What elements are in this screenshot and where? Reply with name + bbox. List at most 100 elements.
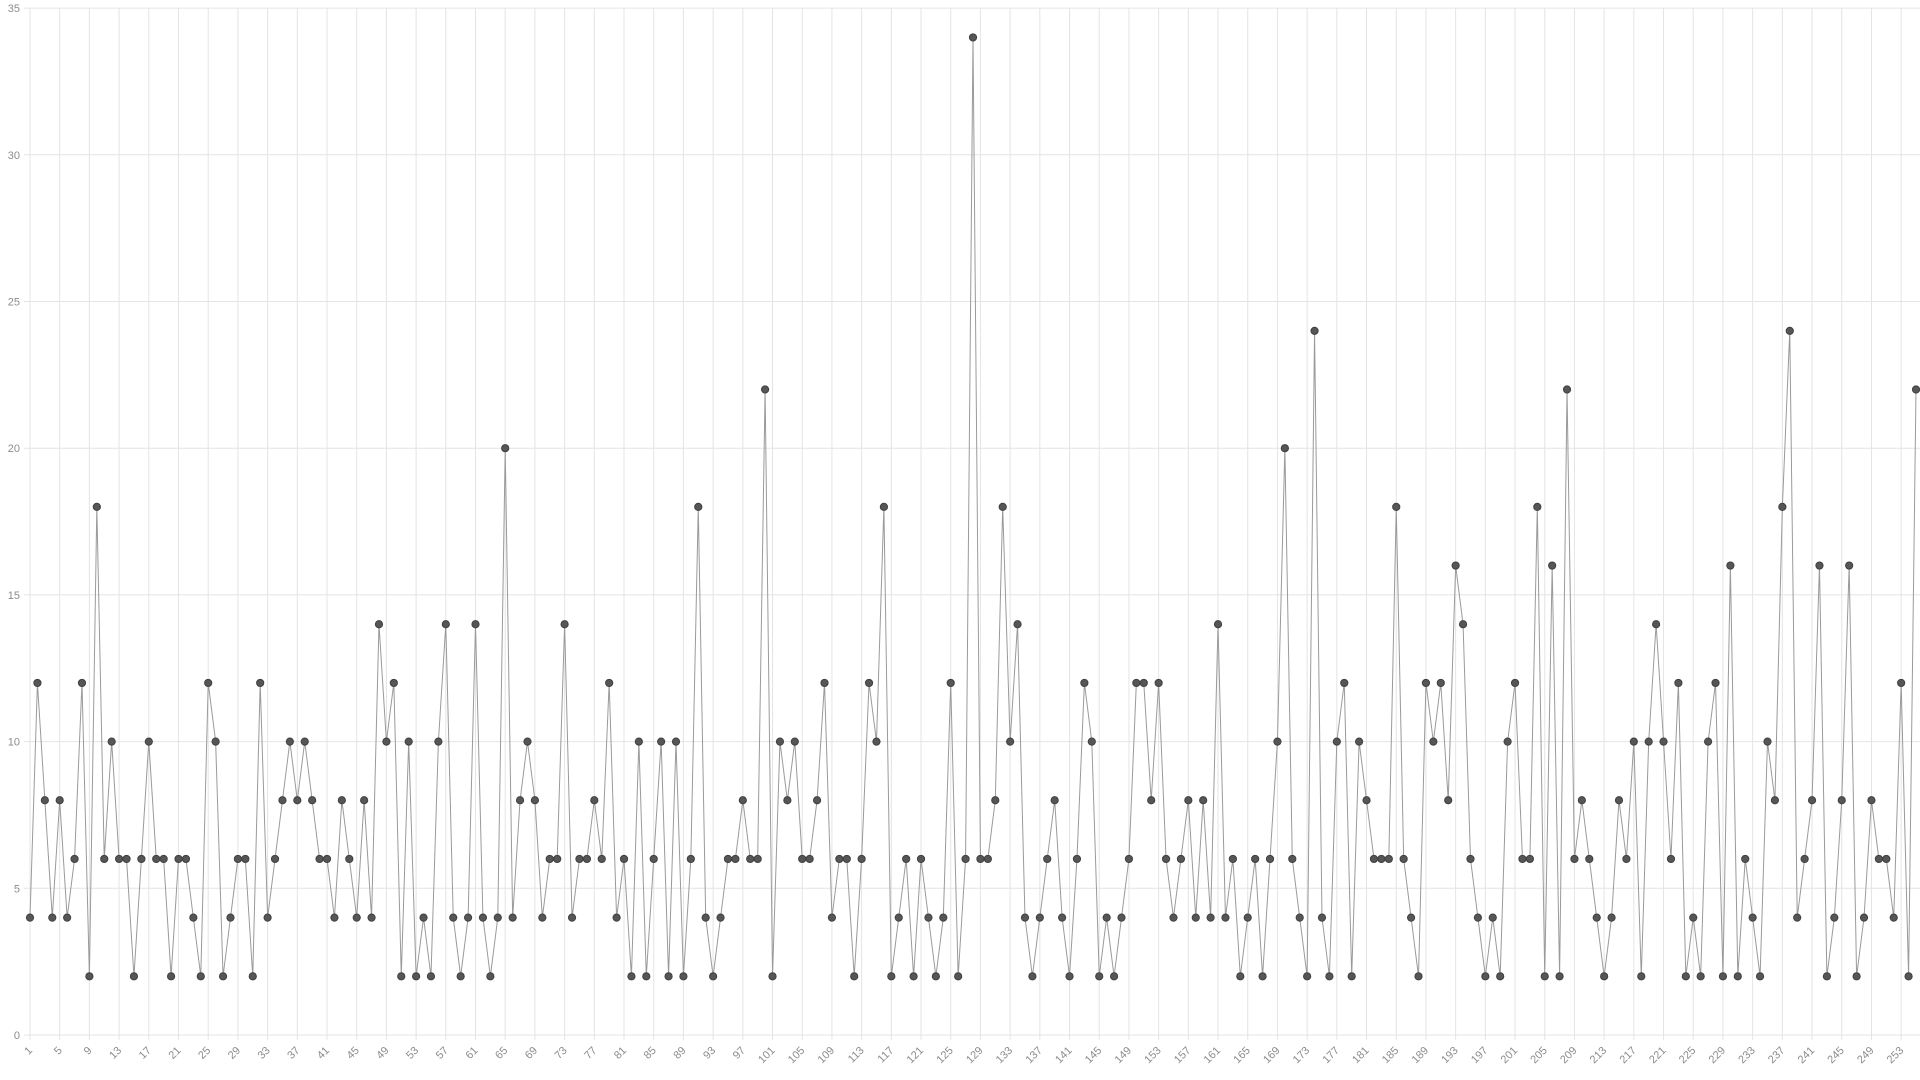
data-point[interactable] xyxy=(1199,796,1208,805)
data-point[interactable] xyxy=(775,737,785,746)
data-point[interactable] xyxy=(1191,913,1200,922)
data-point[interactable] xyxy=(1659,737,1668,746)
data-point[interactable] xyxy=(1570,854,1579,864)
data-point[interactable] xyxy=(1882,854,1891,864)
data-point[interactable] xyxy=(1555,972,1564,981)
data-point[interactable] xyxy=(1369,854,1379,864)
data-point[interactable] xyxy=(857,854,866,864)
data-point[interactable] xyxy=(166,972,176,981)
data-point[interactable] xyxy=(196,972,205,981)
data-point[interactable] xyxy=(293,796,302,805)
data-point[interactable] xyxy=(597,854,606,864)
data-point[interactable] xyxy=(1607,913,1616,922)
data-point[interactable] xyxy=(360,796,369,805)
data-point[interactable] xyxy=(738,796,747,805)
data-point[interactable] xyxy=(315,854,324,864)
data-point[interactable] xyxy=(1785,326,1794,335)
data-point[interactable] xyxy=(1421,678,1431,688)
data-point[interactable] xyxy=(1733,972,1742,981)
data-point[interactable] xyxy=(1288,854,1297,864)
data-point[interactable] xyxy=(850,972,859,981)
data-point[interactable] xyxy=(954,972,963,981)
data-point[interactable] xyxy=(434,737,443,746)
data-point[interactable] xyxy=(1585,854,1594,864)
data-point[interactable] xyxy=(1340,678,1349,688)
data-point[interactable] xyxy=(991,796,1000,805)
data-point[interactable] xyxy=(864,678,874,688)
data-point[interactable] xyxy=(760,385,770,394)
data-point[interactable] xyxy=(1845,561,1854,570)
data-point[interactable] xyxy=(1600,972,1609,981)
data-point[interactable] xyxy=(1577,796,1586,805)
data-point[interactable] xyxy=(1904,972,1913,981)
data-point[interactable] xyxy=(1020,913,1030,922)
data-point[interactable] xyxy=(211,737,220,746)
data-point[interactable] xyxy=(478,913,488,922)
data-point[interactable] xyxy=(1087,737,1096,746)
data-point[interactable] xyxy=(345,854,354,864)
data-point[interactable] xyxy=(1050,796,1059,805)
data-point[interactable] xyxy=(352,913,361,922)
data-point[interactable] xyxy=(961,854,970,864)
data-point[interactable] xyxy=(1770,796,1780,805)
data-point[interactable] xyxy=(1362,796,1371,805)
data-point[interactable] xyxy=(1755,972,1765,981)
data-point[interactable] xyxy=(1718,972,1728,981)
data-point[interactable] xyxy=(77,678,87,688)
data-point[interactable] xyxy=(263,913,272,922)
data-point[interactable] xyxy=(701,913,710,922)
data-point[interactable] xyxy=(1406,913,1416,922)
data-point[interactable] xyxy=(1540,972,1549,981)
data-point[interactable] xyxy=(63,913,72,922)
data-point[interactable] xyxy=(827,913,837,922)
data-point[interactable] xyxy=(1815,561,1824,570)
data-point[interactable] xyxy=(931,972,940,981)
data-point[interactable] xyxy=(902,854,911,864)
data-point[interactable] xyxy=(129,972,139,981)
data-point[interactable] xyxy=(1852,972,1861,981)
data-point[interactable] xyxy=(1384,854,1393,864)
data-point[interactable] xyxy=(270,854,280,864)
data-point[interactable] xyxy=(1347,972,1356,981)
data-point[interactable] xyxy=(226,913,235,922)
data-point[interactable] xyxy=(1132,678,1141,688)
data-point[interactable] xyxy=(330,913,339,922)
data-point[interactable] xyxy=(55,796,64,805)
data-point[interactable] xyxy=(716,913,725,922)
data-point[interactable] xyxy=(508,913,517,922)
data-point[interactable] xyxy=(1793,913,1802,922)
data-point[interactable] xyxy=(374,620,384,629)
data-point[interactable] xyxy=(515,796,525,805)
data-point[interactable] xyxy=(1503,737,1512,746)
data-point[interactable] xyxy=(174,854,183,864)
data-point[interactable] xyxy=(1874,854,1883,864)
data-point[interactable] xyxy=(1800,854,1809,864)
data-point[interactable] xyxy=(612,913,621,922)
data-point[interactable] xyxy=(412,972,421,981)
data-point[interactable] xyxy=(1778,502,1787,511)
data-point[interactable] xyxy=(1332,737,1341,746)
data-point[interactable] xyxy=(1681,972,1690,981)
data-point[interactable] xyxy=(1466,854,1475,864)
data-point[interactable] xyxy=(1429,737,1438,746)
data-point[interactable] xyxy=(1622,854,1631,864)
data-point[interactable] xyxy=(100,854,109,864)
data-point[interactable] xyxy=(404,737,413,746)
data-point[interactable] xyxy=(1458,620,1468,629)
data-point[interactable] xyxy=(768,972,777,981)
data-point[interactable] xyxy=(753,854,762,864)
data-point[interactable] xyxy=(1748,913,1757,922)
data-point[interactable] xyxy=(1109,972,1119,981)
data-point[interactable] xyxy=(1169,913,1178,922)
data-point[interactable] xyxy=(887,972,896,981)
data-point[interactable] xyxy=(382,737,391,746)
data-point[interactable] xyxy=(709,972,718,981)
data-point[interactable] xyxy=(1399,854,1408,864)
data-point[interactable] xyxy=(627,972,636,981)
data-point[interactable] xyxy=(419,913,428,922)
data-point[interactable] xyxy=(1065,972,1074,981)
data-point[interactable] xyxy=(48,913,57,922)
data-point[interactable] xyxy=(1325,972,1334,981)
data-point[interactable] xyxy=(657,737,666,746)
data-point[interactable] xyxy=(746,854,755,864)
